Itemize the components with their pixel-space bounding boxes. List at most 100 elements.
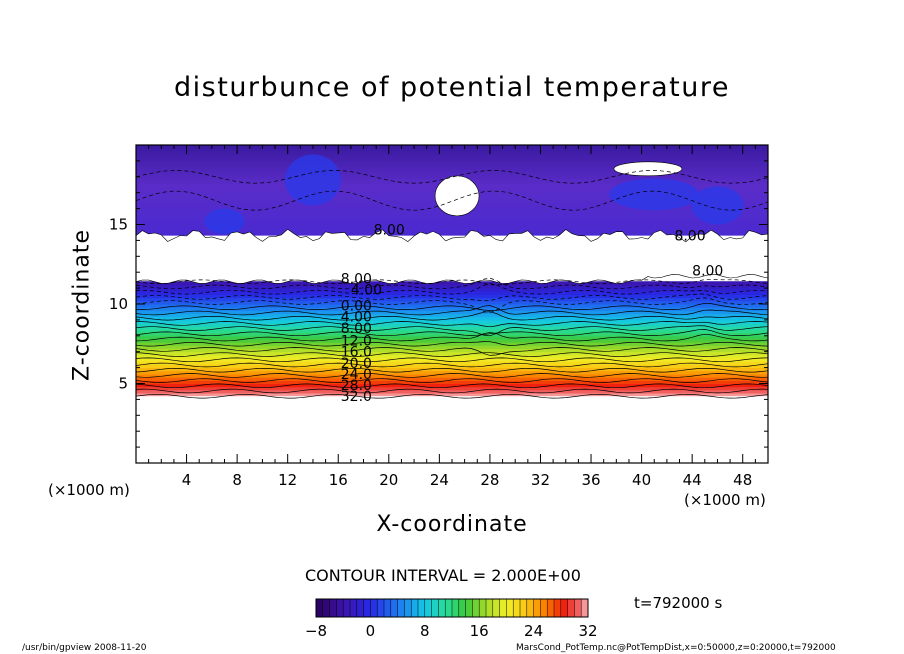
contour-line [136,341,768,347]
colorbar-tick-label: 24 [524,622,543,640]
colorbar-tick-label: 0 [366,622,376,640]
blue-patch [691,186,744,225]
contour-label: 32.0 [341,389,372,405]
colorbar-segment [404,599,412,617]
contour-line [136,393,768,399]
contour-label: 4.00 [351,283,382,299]
contour-line [136,278,768,286]
contour-line [136,293,768,302]
colorbar-segment [411,599,419,617]
colorbar-tick-label: 8 [420,622,430,640]
colorbar-segment [472,599,480,617]
field-band [136,376,768,381]
field-band [136,389,768,394]
contour-line [136,321,768,328]
colorbar-segment [322,599,330,617]
colorbar-tick-label: 32 [578,622,597,640]
field-band [136,284,768,289]
colorbar-segment [316,599,324,617]
contour-line [136,170,768,184]
lower-white-region [136,396,768,463]
field-band [136,338,768,343]
field-band [136,328,768,334]
colorbar-frame [315,598,589,618]
colorbar-segment [445,599,453,617]
contour-line [136,362,768,368]
y-tick-label: 5 [118,375,128,393]
colorbar-segment [554,599,562,617]
colorbar-segment [343,599,351,617]
colorbar-segment [486,599,494,617]
contour-label: 0.00 [341,299,372,315]
colorbar-segment [370,599,378,617]
colorbar-segment [418,599,426,617]
field-band [136,332,768,337]
colorbar-segment [363,599,371,617]
contour-line [136,331,768,342]
colorbar-segment [581,599,589,617]
field-band [136,293,768,299]
contour-line [136,383,768,389]
colorbar-segment [479,599,487,617]
contour-label: 20.0 [341,356,372,372]
colorbar-segment [520,599,528,617]
colorbar-segment [431,599,439,617]
colorbar-segment [567,599,575,617]
colorbar-tick-label: −8 [305,622,327,640]
y-tick-label: 10 [109,295,128,313]
field-band [136,357,768,362]
blue-patch [609,178,700,211]
field-band [136,287,768,292]
field-band [136,351,768,356]
contour-label: 16.0 [341,345,372,361]
x-tick-label: 28 [480,471,499,489]
contour-label: 8.00 [674,229,705,245]
field-band [136,386,768,391]
colorbar-segment [377,599,385,617]
x-tick-label: 4 [182,471,192,489]
colorbar-segment [329,599,337,617]
field-band [136,297,768,302]
colorbar-segment [526,599,534,617]
colorbar-segment [560,599,568,617]
contour-label: 12.0 [341,334,372,350]
colorbar-segment [458,599,466,617]
x-tick-label: 8 [232,471,242,489]
x-axis-label: X-coordinate [376,512,528,537]
contour-label: 8.00 [341,321,372,337]
contour-line [136,277,768,290]
field-band [136,319,768,324]
y-axis-label: Z-coordinate [69,229,95,381]
blue-patch [284,154,341,206]
x-tick-label: 40 [632,471,651,489]
x-tick-label: 12 [278,471,297,489]
white-bubble [434,175,480,217]
field-band [136,281,768,286]
colorbar-segment [397,599,405,617]
x-axis-unit-right: (×1000 m) [684,491,766,509]
field-band [136,306,768,311]
contour-label: 8.00 [374,222,405,238]
field-band [136,360,768,365]
contour-label: 4.00 [341,310,372,326]
colorbar-segment [499,599,507,617]
colorbar-segment [533,599,541,617]
colorbar-segment [574,599,582,617]
contour-label: 8.00 [341,272,372,288]
field-band [136,344,768,350]
y-tick-label: 15 [109,216,128,234]
footer-right: MarsCond_PotTemp.nc@PotTempDist,x=0:5000… [516,643,836,653]
field-band [136,363,768,369]
x-tick-label: 20 [379,471,398,489]
colorbar-tick-label: 16 [470,622,489,640]
x-tick-label: 16 [329,471,348,489]
white-gap-band [136,228,768,284]
field-band [136,313,768,318]
field-band [136,392,768,397]
contour-line [136,347,768,356]
field-band [136,290,768,295]
colorbar-segment [350,599,358,617]
field-band [136,379,768,384]
time-label: t=792000 s [634,594,723,612]
